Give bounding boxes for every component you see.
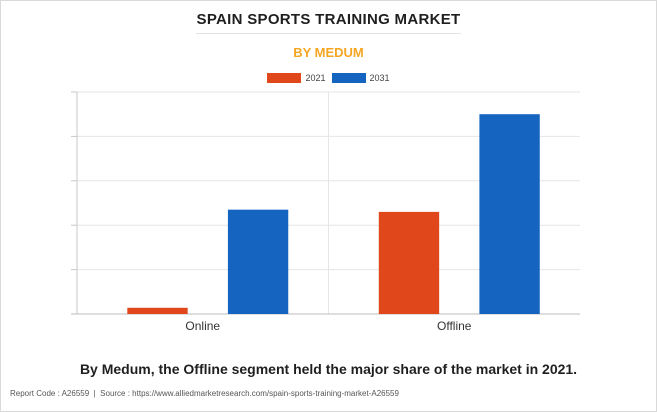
bar-2021-online	[127, 307, 188, 314]
footer-separator: |	[93, 389, 96, 398]
bar-2021-offline	[378, 211, 440, 314]
legend-swatch-2031	[331, 73, 366, 83]
footer: Report Code : A26559 | Source : https://…	[10, 389, 399, 398]
legend-swatch-2021	[267, 73, 302, 83]
bar-2031-online	[227, 209, 289, 314]
legend-item-2031: 2031	[331, 73, 390, 83]
bar-2031-offline	[479, 114, 540, 314]
legend-item-2021: 2021	[267, 73, 326, 83]
x-tick-label: Offline	[437, 319, 472, 333]
legend-label-2021: 2021	[305, 73, 326, 83]
chart-subtitle: BY MEDUM	[293, 45, 364, 60]
legend: 2021 2031	[0, 73, 657, 83]
report-code: Report Code : A26559	[10, 389, 90, 398]
title-divider	[196, 33, 461, 34]
source-text: Source : https://www.alliedmarketresearc…	[100, 389, 399, 398]
chart-title: SPAIN SPORTS TRAINING MARKET	[196, 11, 461, 28]
chart-caption: By Medum, the Offline segment held the m…	[79, 361, 578, 377]
legend-label-2031: 2031	[369, 73, 390, 83]
x-tick-label: Online	[185, 319, 220, 333]
